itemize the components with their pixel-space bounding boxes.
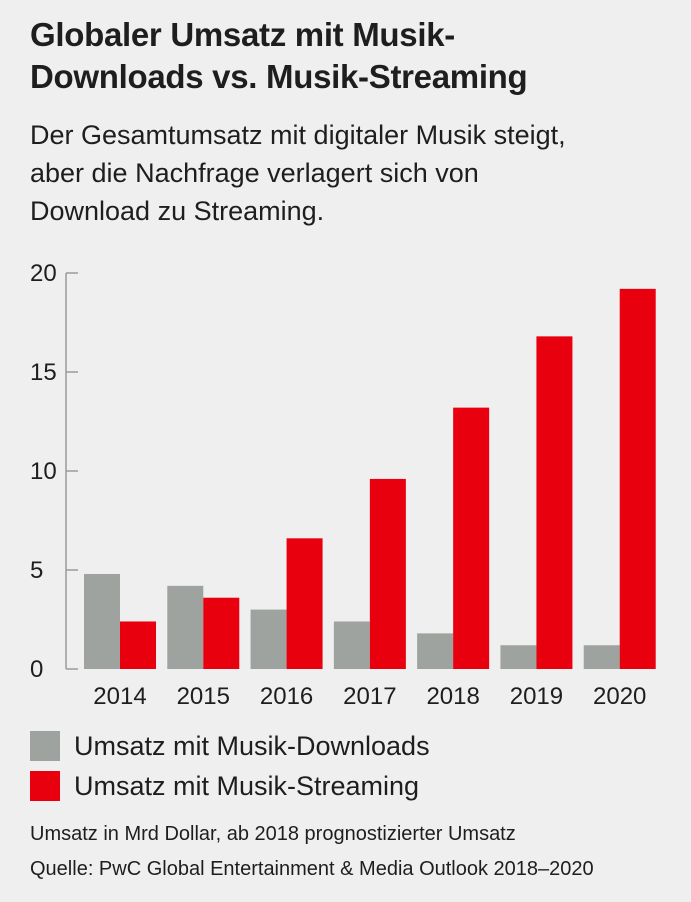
y-tick-label: 20: [30, 260, 57, 287]
chart-title: Globaler Umsatz mit Musik- Downloads vs.…: [30, 14, 680, 98]
legend-swatch-downloads: [30, 731, 60, 761]
bar-chart: 0 5 10 15 20 2014 2015 2016 2017 2018 2019 2020: [30, 260, 656, 710]
bar-streaming-2016: [286, 538, 323, 669]
legend-item-streaming: Umsatz mit Musik-Streaming: [30, 766, 430, 806]
bar-streaming-2014: [120, 621, 156, 669]
bar-downloads-2014: [84, 573, 120, 669]
bar-streaming-2018: [453, 407, 490, 669]
x-tick-label: 2018: [426, 683, 479, 710]
legend-item-downloads: Umsatz mit Musik-Downloads: [30, 726, 430, 766]
legend-label-downloads: Umsatz mit Musik-Downloads: [74, 730, 430, 761]
bar-streaming-2017: [369, 478, 406, 669]
bar-streaming-2015: [203, 597, 240, 669]
bar-downloads-2017: [333, 621, 370, 669]
bar-streaming-2019: [536, 336, 573, 669]
x-tick-label: 2015: [177, 683, 230, 710]
bar-downloads-2020: [583, 645, 620, 669]
chart-subtitle-line-2: aber die Nachfrage verlagert sich von: [30, 158, 479, 188]
chart-subtitle-line-1: Der Gesamtumsatz mit digitaler Musik ste…: [30, 120, 566, 150]
x-tick-label: 2017: [343, 683, 396, 710]
source-note: Quelle: PwC Global Entertainment & Media…: [30, 858, 594, 880]
chart-title-line-1: Globaler Umsatz mit Musik-: [30, 16, 455, 53]
x-tick-label: 2014: [93, 683, 146, 710]
bar-downloads-2018: [417, 633, 454, 669]
bar-downloads-2019: [500, 645, 537, 669]
x-tick-label: 2020: [593, 683, 646, 710]
chart-subtitle-line-3: Download zu Streaming.: [30, 196, 325, 226]
y-tick-label: 5: [30, 557, 43, 584]
chart-legend: Umsatz mit Musik-Downloads Umsatz mit Mu…: [30, 726, 430, 806]
bar-downloads-2015: [167, 585, 204, 669]
bar-streaming-2020: [619, 288, 656, 669]
y-tick-label: 0: [30, 656, 43, 683]
legend-swatch-streaming: [30, 771, 60, 801]
chart-title-line-2: Downloads vs. Musik-Streaming: [30, 58, 528, 95]
bar-downloads-2016: [250, 609, 287, 669]
x-tick-label: 2016: [260, 683, 313, 710]
y-tick-label: 15: [30, 359, 57, 386]
y-tick-label: 10: [30, 458, 57, 485]
x-tick-label: 2019: [510, 683, 563, 710]
chart-subtitle: Der Gesamtumsatz mit digitaler Musik ste…: [30, 116, 685, 230]
legend-label-streaming: Umsatz mit Musik-Streaming: [74, 770, 420, 801]
unit-note: Umsatz in Mrd Dollar, ab 2018 prognostiz…: [30, 823, 516, 845]
